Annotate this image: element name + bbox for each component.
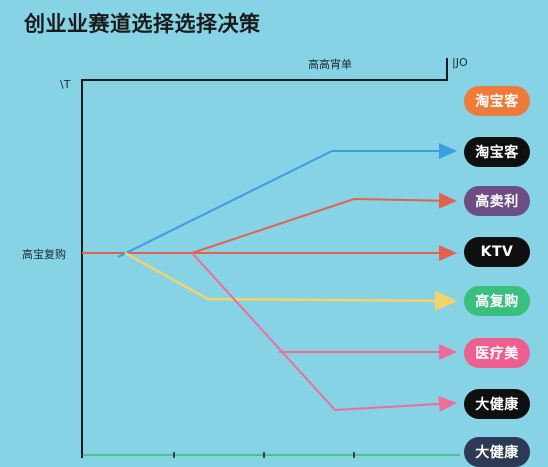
path-blue	[117, 143, 457, 258]
path-high-profit	[191, 192, 457, 254]
option-badge: 淘宝客	[464, 137, 530, 167]
option-badge: 医疗美	[464, 338, 530, 368]
y-axis-label: \T	[60, 78, 71, 91]
top-axis-label: 高高宵单	[308, 58, 352, 71]
option-badge: 高复购	[464, 286, 530, 316]
option-badge: 高卖利	[464, 186, 530, 216]
option-badge: 淘宝客	[464, 86, 530, 116]
option-badge: 大健康	[464, 389, 530, 419]
path-health	[191, 252, 457, 412]
page-title: 创业业赛道选择选择决策	[24, 12, 261, 36]
path-high-repurchase	[124, 251, 458, 311]
unit-label: |JO	[452, 56, 468, 69]
start-label: 高宝复购	[22, 248, 66, 261]
y-axis	[81, 58, 448, 458]
option-badge: KTV	[464, 237, 530, 267]
option-badge: 大健康	[464, 437, 530, 467]
